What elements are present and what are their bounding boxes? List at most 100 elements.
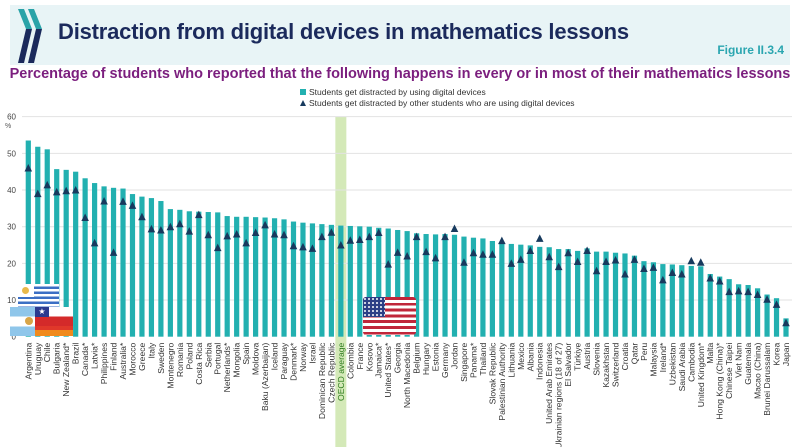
triangle-marker xyxy=(573,257,582,266)
bar xyxy=(736,284,742,337)
triangle-marker xyxy=(403,252,411,260)
x-tick-label: Brazil xyxy=(71,343,81,365)
bar xyxy=(158,201,164,337)
bar xyxy=(707,273,713,337)
bar xyxy=(489,240,495,337)
bar xyxy=(234,216,240,337)
bar xyxy=(679,265,685,337)
x-tick-label: Ukrainian regions (18 of 27) xyxy=(554,343,564,447)
legend-triangle-icon xyxy=(300,100,306,106)
x-tick-label: Iceland xyxy=(270,342,280,370)
x-tick-label: Indonesia xyxy=(535,342,545,379)
x-tick-label: Austria xyxy=(582,342,592,369)
triangle-marker xyxy=(261,220,269,229)
triangle-marker xyxy=(659,275,667,284)
triangle-marker xyxy=(185,227,194,235)
bar xyxy=(148,198,155,337)
triangle-marker xyxy=(384,260,393,268)
oecd-chevron-logo-icon xyxy=(18,9,44,68)
x-tick-label: Ireland* xyxy=(658,342,668,372)
bar xyxy=(480,238,486,337)
bar xyxy=(556,249,562,337)
bar xyxy=(177,209,183,337)
x-tick-label: Mongolia xyxy=(232,342,242,377)
bar xyxy=(432,234,439,337)
bar xyxy=(451,234,458,337)
triangle-marker xyxy=(43,180,52,189)
x-tick-label: Thailand xyxy=(478,342,488,375)
x-tick-label: Norway xyxy=(298,342,308,372)
bar xyxy=(698,266,704,337)
x-tick-label: Argentina xyxy=(23,342,33,379)
red-orange-flag-icon xyxy=(35,326,73,336)
triangle-marker xyxy=(668,268,677,277)
x-tick-label: France xyxy=(355,342,365,369)
bar xyxy=(91,183,98,337)
triangle-marker xyxy=(611,256,620,264)
triangle-marker xyxy=(52,187,61,196)
bar xyxy=(584,248,590,337)
triangle-marker xyxy=(602,257,610,266)
x-tick-label: Italy xyxy=(146,342,156,358)
triangle-marker xyxy=(734,286,743,295)
bar xyxy=(186,211,192,337)
x-tick-label: Jamaica* xyxy=(374,342,384,378)
bar xyxy=(745,284,751,337)
x-tick-label: Qatar xyxy=(629,343,639,365)
bar xyxy=(593,251,600,337)
bar xyxy=(338,225,344,337)
bar xyxy=(518,244,524,337)
x-tick-label: Netherlands* xyxy=(222,342,232,392)
triangle-marker xyxy=(782,318,790,327)
triangle-marker xyxy=(649,263,658,271)
chile-flag-icon: ★ xyxy=(35,307,73,326)
bar xyxy=(357,226,363,337)
bar xyxy=(660,264,666,337)
legend-square-icon xyxy=(300,89,306,95)
x-tick-label: United States* xyxy=(383,342,393,398)
bar xyxy=(328,224,334,337)
legend-item-triangle: Students get distracted by other student… xyxy=(300,98,575,109)
triangle-marker xyxy=(422,247,430,256)
x-tick-label: Latvia* xyxy=(90,342,100,369)
triangle-marker xyxy=(431,253,440,262)
triangle-marker xyxy=(753,290,762,299)
triangle-marker xyxy=(147,224,156,233)
triangle-marker xyxy=(583,246,591,255)
bar xyxy=(622,253,628,337)
triangle-marker xyxy=(270,230,279,238)
x-tick-label: Hungary xyxy=(421,342,431,375)
x-tick-label: Bulgaria xyxy=(52,342,62,374)
triangle-marker xyxy=(696,258,705,266)
y-tick-label: 20 xyxy=(7,259,16,268)
triangle-marker xyxy=(564,248,572,257)
x-tick-label: Jordan xyxy=(450,342,460,368)
triangle-marker xyxy=(526,246,535,255)
x-tick-label: United Arab Emirates xyxy=(544,343,554,424)
bar xyxy=(631,255,638,337)
x-tick-label: El Salvador xyxy=(563,343,573,387)
x-tick-label: Colombia xyxy=(345,342,355,379)
bar xyxy=(669,264,675,337)
header-band: Distraction from digital devices in math… xyxy=(10,5,790,65)
page-title: Distraction from digital devices in math… xyxy=(58,19,629,44)
bar xyxy=(650,262,657,337)
triangle-marker xyxy=(24,164,33,172)
triangle-marker xyxy=(706,274,715,282)
y-tick-label: 50 xyxy=(7,149,16,158)
x-tick-label: Malta xyxy=(705,342,715,363)
triangle-marker xyxy=(81,213,89,222)
x-tick-label: Poland xyxy=(184,342,194,369)
bar xyxy=(101,186,107,337)
x-tick-label: OECD average xyxy=(336,342,346,400)
triangle-marker xyxy=(119,197,127,205)
x-tick-label: Paraguay xyxy=(279,342,289,379)
bar xyxy=(73,171,79,337)
x-tick-label: Kazakhstan xyxy=(601,342,611,387)
bar xyxy=(44,149,50,337)
x-tick-label: Portugal xyxy=(213,343,223,375)
triangle-marker xyxy=(545,252,554,261)
x-tick-label: Georgia xyxy=(393,342,403,373)
x-tick-label: Philippines xyxy=(99,343,109,385)
triangle-marker xyxy=(90,238,99,247)
